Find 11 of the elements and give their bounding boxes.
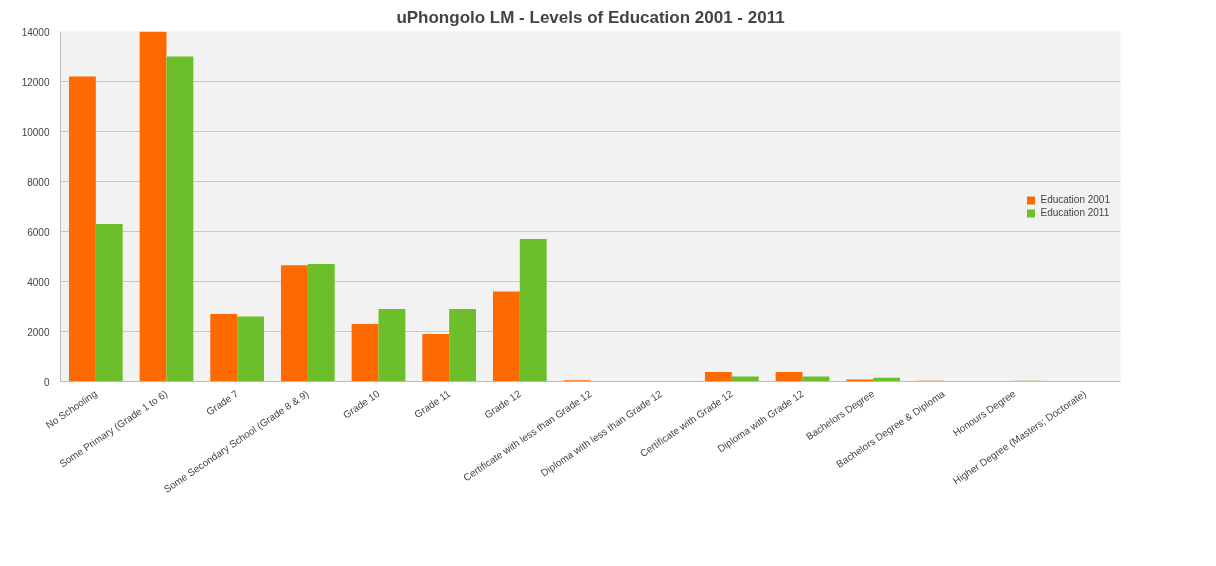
y-tick-label: 0	[43, 376, 50, 388]
chart-title: uPhongolo LM - Levels of Education 2001 - 2011	[396, 7, 785, 27]
legend-label: Education 2001	[1040, 194, 1110, 205]
y-tick-label: 12000	[21, 76, 50, 88]
y-tick-label: 10000	[21, 126, 50, 138]
y-tick-label: 2000	[27, 326, 50, 338]
y-tick-label: 14000	[21, 26, 50, 38]
legend-label: Education 2011	[1040, 207, 1110, 218]
y-tick-label: 4000	[27, 276, 50, 288]
y-tick-label: 8000	[27, 176, 50, 188]
y-tick-label: 6000	[27, 226, 50, 238]
